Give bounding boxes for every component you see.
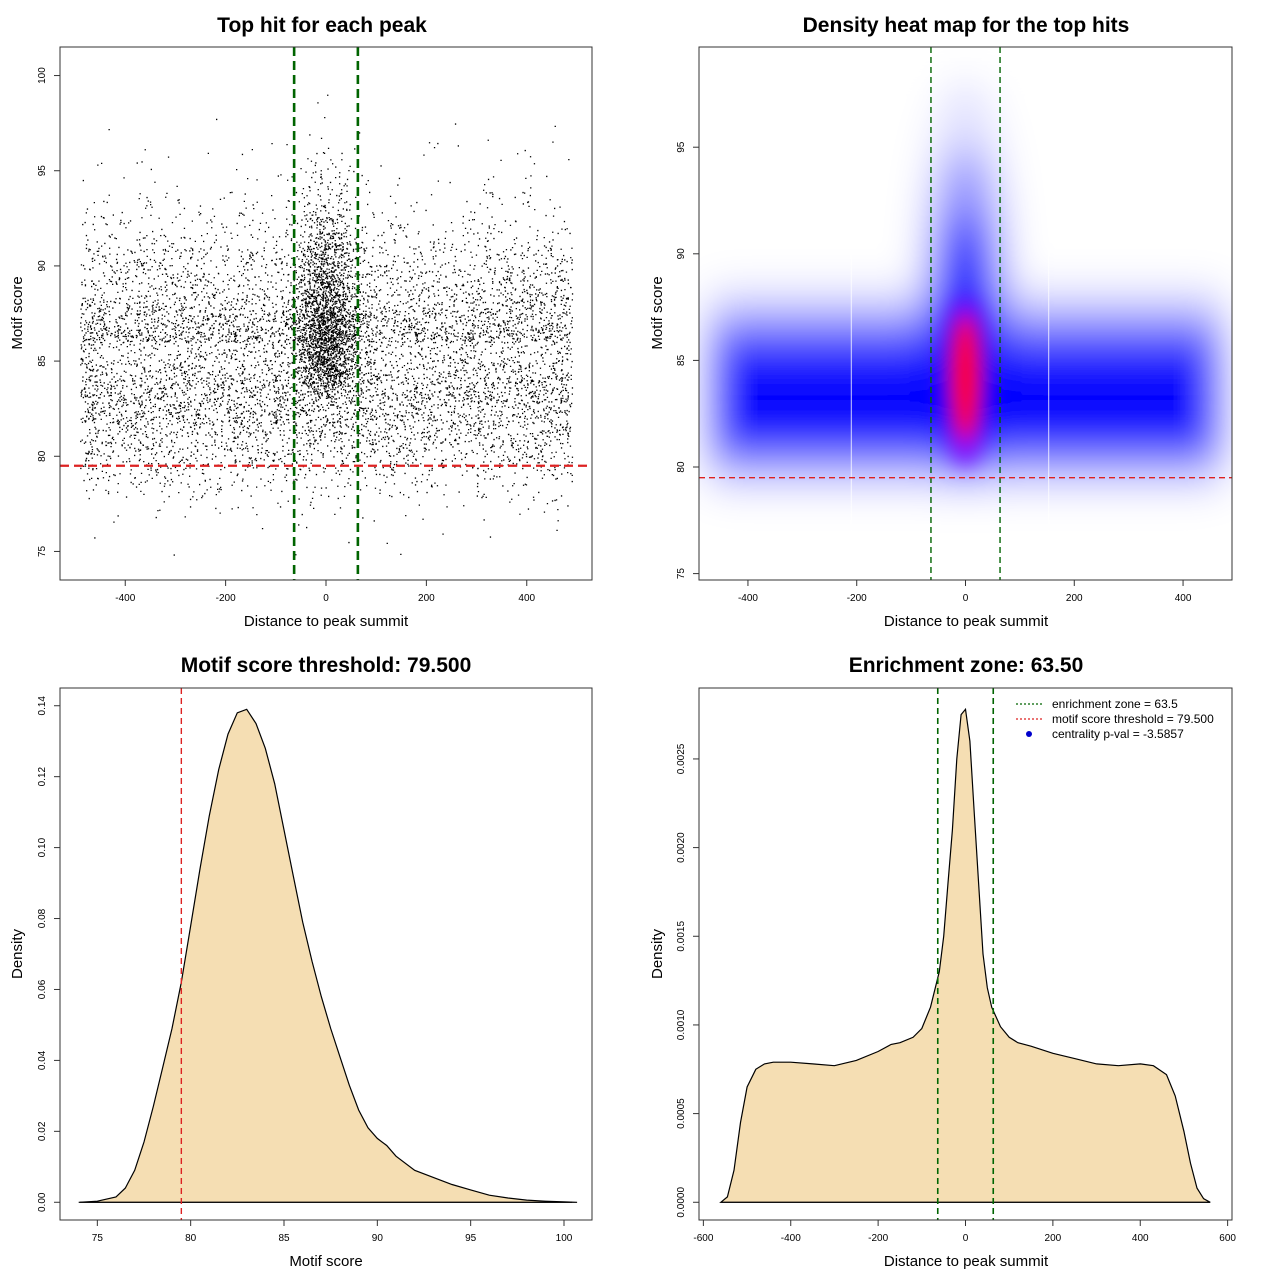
x-tick-label: 80	[185, 1233, 197, 1244]
y-tick-label: 0.0020	[676, 832, 687, 863]
chart-title: Enrichment zone: 63.50	[849, 654, 1084, 677]
panel-density-heatmap: Density heat map for the top hits -400 -2…	[649, 14, 1233, 630]
x-tick-label: 200	[1045, 1233, 1062, 1244]
chart-title: Motif score threshold: 79.500	[181, 654, 472, 677]
x-axis-label: Distance to peak summit	[884, 1253, 1049, 1270]
y-tick-label: 85	[676, 354, 687, 366]
x-axis-label: Distance to peak summit	[244, 613, 409, 630]
y-tick-label: 100	[37, 67, 48, 84]
x-tick-label: 0	[963, 593, 969, 604]
legend-swatch-centrality	[1026, 731, 1032, 737]
legend-label-motif-threshold: motif score threshold = 79.500	[1052, 712, 1214, 726]
x-axis-ticks: -600 -400 -200 0 200 400 600	[693, 1220, 1236, 1244]
x-tick-label: 85	[278, 1233, 290, 1244]
y-tick-label: 90	[37, 260, 48, 272]
y-tick-label: 75	[676, 568, 687, 580]
y-tick-label: 0.08	[37, 908, 48, 928]
x-tick-label: 0	[323, 593, 329, 604]
x-tick-label: 75	[92, 1233, 104, 1244]
legend: enrichment zone = 63.5 motif score thres…	[1016, 697, 1214, 741]
y-tick-label: 0.0005	[676, 1098, 687, 1129]
heatmap-hotspot	[941, 296, 990, 468]
y-tick-label: 0.0025	[676, 743, 687, 774]
scatter-point-cloud	[80, 94, 574, 556]
density-area	[719, 707, 1211, 1203]
x-axis-label: Distance to peak summit	[884, 613, 1049, 630]
y-axis-label: Motif score	[9, 276, 26, 349]
reference-lines	[80, 688, 572, 1220]
plot-frame	[59, 687, 593, 1221]
y-tick-label: 0.04	[37, 1050, 48, 1070]
hotspot-core	[950, 313, 981, 442]
y-tick-label: 0.06	[37, 979, 48, 999]
x-tick-label: -200	[216, 593, 236, 604]
x-tick-label: -200	[847, 593, 867, 604]
panel-top-hit-scatter: Top hit for each peak -400 -200 0 200 400 75…	[9, 14, 593, 630]
chart-title: Density heat map for the top hits	[803, 14, 1130, 37]
x-tick-label: -400	[738, 593, 758, 604]
x-tick-label: 0	[963, 1233, 969, 1244]
x-tick-label: 400	[518, 593, 535, 604]
x-tick-label: 400	[1175, 593, 1192, 604]
y-tick-label: 0.0015	[676, 921, 687, 952]
y-axis-label: Density	[649, 928, 666, 979]
reference-lines	[699, 47, 1232, 580]
x-tick-label: 200	[418, 593, 435, 604]
y-tick-label: 85	[37, 355, 48, 367]
x-tick-label: 400	[1132, 1233, 1149, 1244]
y-tick-label: 95	[676, 141, 687, 153]
x-tick-label: 95	[465, 1233, 477, 1244]
reference-lines	[720, 688, 1211, 1220]
x-tick-label: 90	[372, 1233, 384, 1244]
y-tick-label: 80	[676, 461, 687, 473]
y-axis-label: Motif score	[649, 276, 666, 349]
panel-motif-score-density: Motif score threshold: 79.500 75 80 85 90 95…	[9, 654, 593, 1270]
x-tick-label: 200	[1066, 593, 1083, 604]
x-tick-label: -400	[781, 1233, 801, 1244]
legend-label-centrality: centrality p-val = -3.5857	[1052, 727, 1184, 741]
panel-enrichment-zone-density: Enrichment zone: 63.50 -600 -400 -200 0 200 4…	[649, 654, 1236, 1270]
y-tick-label: 0.0000	[676, 1187, 687, 1218]
y-tick-label: 0.12	[37, 766, 48, 786]
x-tick-label: -600	[693, 1233, 713, 1244]
scatter-points	[80, 94, 574, 556]
y-tick-label: 90	[676, 248, 687, 260]
chart-title: Top hit for each peak	[217, 14, 427, 37]
y-tick-label: 0.02	[37, 1121, 48, 1141]
y-tick-label: 0.00	[37, 1192, 48, 1212]
x-tick-label: 100	[556, 1233, 573, 1244]
y-tick-label: 0.10	[37, 837, 48, 857]
y-tick-label: 95	[37, 165, 48, 177]
x-axis-ticks: -400 -200 0 200 400	[738, 580, 1192, 604]
x-axis-label: Motif score	[289, 1253, 362, 1270]
y-axis-ticks: 0.0000 0.0005 0.0010 0.0015 0.0020 0.0025	[676, 743, 699, 1218]
y-axis-ticks: 0.00 0.02 0.04 0.06 0.08 0.10 0.12 0.14	[37, 696, 60, 1212]
x-axis-ticks: 75 80 85 90 95 100	[92, 1220, 573, 1244]
y-tick-label: 80	[37, 450, 48, 462]
reference-lines	[60, 47, 592, 580]
x-axis-ticks: -400 -200 0 200 400	[115, 580, 536, 604]
y-tick-label: 75	[37, 545, 48, 557]
legend-label-enrichment-zone: enrichment zone = 63.5	[1052, 697, 1178, 711]
x-tick-label: -200	[868, 1233, 888, 1244]
density-area	[78, 708, 578, 1203]
y-tick-label: 0.14	[37, 696, 48, 716]
y-axis-ticks: 75 80 85 90 95	[676, 141, 699, 579]
x-tick-label: 600	[1219, 1233, 1236, 1244]
y-tick-label: 0.0010	[676, 1009, 687, 1040]
y-axis-ticks: 75 80 85 90 95 100	[37, 67, 60, 557]
y-axis-label: Density	[9, 928, 26, 979]
x-tick-label: -400	[115, 593, 135, 604]
heatmap-area	[699, 47, 1232, 580]
